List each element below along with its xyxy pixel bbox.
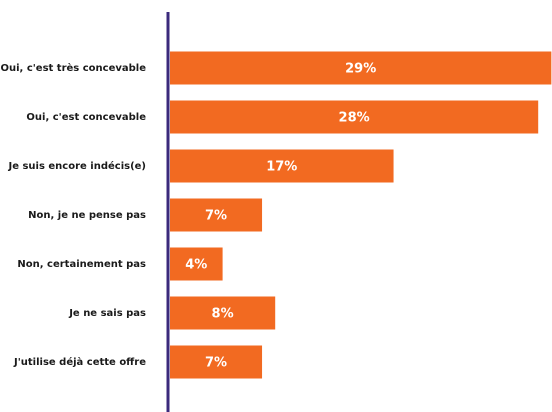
value-label: 28% xyxy=(339,111,370,126)
value-label: 29% xyxy=(345,62,376,77)
category-label: Je suis encore indécis(e) xyxy=(7,160,146,172)
category-label: Oui, c'est très concevable xyxy=(0,62,146,74)
bar xyxy=(170,345,263,379)
category-label: Non, je ne pense pas xyxy=(28,210,146,221)
bar xyxy=(170,149,394,183)
bar xyxy=(170,247,223,281)
bar xyxy=(170,296,276,330)
value-label: 17% xyxy=(266,160,297,175)
value-label: 4% xyxy=(185,258,207,273)
bar xyxy=(170,198,263,232)
bar xyxy=(170,100,539,134)
category-label: Je ne sais pas xyxy=(68,308,146,319)
value-label: 7% xyxy=(205,356,227,371)
category-label: J'utilise déjà cette offre xyxy=(13,356,146,368)
category-label: Non, certainement pas xyxy=(17,259,146,270)
bar xyxy=(170,51,552,85)
value-label: 7% xyxy=(205,209,227,224)
category-label: Oui, c'est concevable xyxy=(26,112,146,123)
value-label: 8% xyxy=(212,307,234,322)
